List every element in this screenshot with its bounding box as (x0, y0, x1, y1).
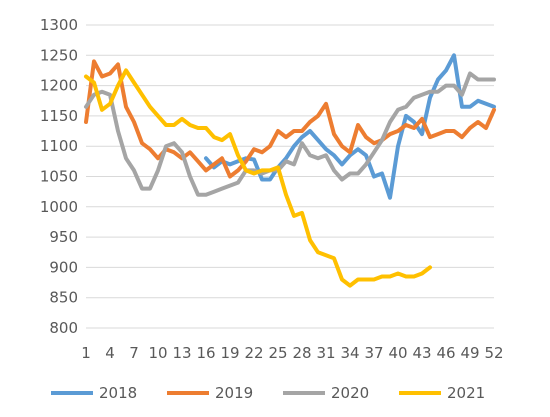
gridlines (86, 24, 494, 329)
x-tick-label: 19 (220, 344, 239, 362)
legend: 2018 2019 2020 2021 (51, 384, 485, 402)
x-tick-label: 52 (484, 344, 503, 362)
y-tick-label: 900 (49, 258, 78, 276)
x-tick-label: 49 (460, 344, 479, 362)
legend-label-2020: 2020 (331, 384, 369, 402)
y-axis-ticks: 800 850 900 950 1000 1050 1100 1150 1200 1250 1300 (40, 16, 78, 337)
x-tick-label: 40 (388, 344, 407, 362)
x-tick-label: 37 (364, 344, 383, 362)
x-tick-label: 16 (196, 344, 215, 362)
legend-label-2018: 2018 (99, 384, 137, 402)
x-tick-label: 22 (244, 344, 263, 362)
x-tick-label: 28 (292, 344, 311, 362)
x-tick-label: 4 (105, 344, 115, 362)
series-line-2018 (204, 53, 496, 200)
y-tick-label: 1100 (40, 137, 78, 155)
x-tick-label: 46 (436, 344, 455, 362)
y-tick-label: 1150 (40, 107, 78, 125)
x-tick-label: 25 (268, 344, 287, 362)
x-tick-label: 34 (340, 344, 359, 362)
y-tick-label: 1250 (40, 46, 78, 64)
x-tick-label: 10 (148, 344, 167, 362)
series-lines (84, 53, 496, 288)
y-tick-label: 1000 (40, 198, 78, 216)
x-tick-label: 7 (129, 344, 139, 362)
legend-label-2019: 2019 (215, 384, 253, 402)
series-line-2020 (84, 71, 496, 197)
x-tick-label: 43 (412, 344, 431, 362)
x-tick-label: 13 (172, 344, 191, 362)
y-tick-label: 1200 (40, 77, 78, 95)
legend-label-2021: 2021 (447, 384, 485, 402)
y-tick-label: 1050 (40, 168, 78, 186)
y-tick-label: 850 (49, 289, 78, 307)
x-tick-label: 31 (316, 344, 335, 362)
x-axis-ticks: 1 4 7 10 13 16 19 22 25 28 31 34 37 40 43 46 49 52 (81, 344, 503, 362)
x-tick-label: 1 (81, 344, 91, 362)
series-line-2019 (84, 59, 496, 179)
series-line-2021 (84, 68, 432, 288)
y-tick-label: 1300 (40, 16, 78, 34)
y-tick-label: 800 (49, 319, 78, 337)
y-tick-label: 950 (49, 228, 78, 246)
